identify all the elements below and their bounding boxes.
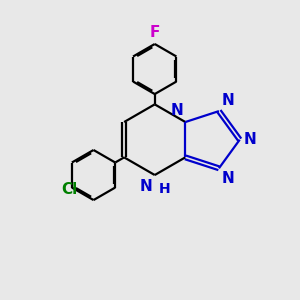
Text: N: N bbox=[243, 132, 256, 147]
Text: H: H bbox=[159, 182, 171, 197]
Text: N: N bbox=[140, 178, 152, 194]
Text: N: N bbox=[170, 103, 183, 118]
Text: Cl: Cl bbox=[61, 182, 77, 196]
Text: N: N bbox=[222, 93, 235, 108]
Text: N: N bbox=[222, 171, 235, 186]
Text: F: F bbox=[149, 25, 160, 40]
